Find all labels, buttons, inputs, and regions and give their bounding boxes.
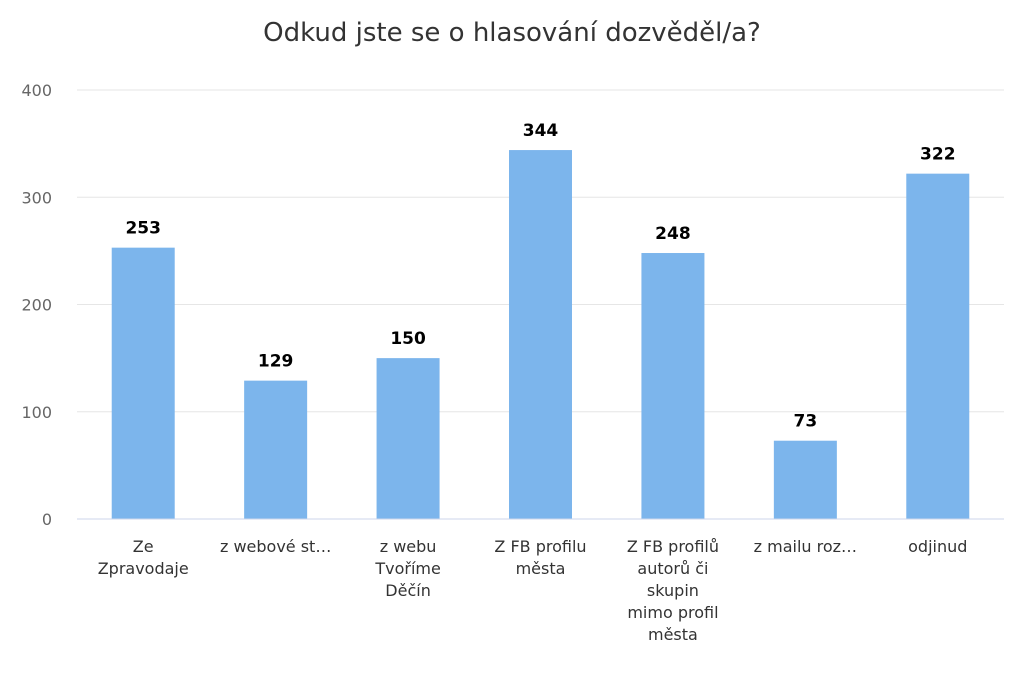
x-axis-ticks: Ze Zpravodaje z webové st… z webu Tvoříme Děč…	[98, 537, 968, 644]
bar[interactable]	[509, 150, 572, 519]
x-tick-label: Ze Zpravodaje	[98, 537, 189, 578]
data-labels: 253 129 150 344 248 73 322	[125, 121, 955, 432]
y-tick-label: 400	[21, 81, 52, 100]
x-tick-label-line: města	[516, 559, 566, 578]
x-tick-label: z webové st…	[220, 537, 331, 556]
x-tick-label-line: Z FB profilu	[494, 537, 586, 556]
x-tick-label: z webu Tvoříme Děčín	[374, 537, 440, 600]
x-tick-label: odjinud	[908, 537, 967, 556]
data-label: 344	[523, 121, 559, 141]
data-label: 150	[390, 329, 426, 349]
x-tick-label-line: Tvoříme	[374, 559, 440, 578]
x-tick-label: Z FB profilů autorů či skupin mimo profil mě…	[627, 537, 719, 644]
x-tick-label-line: Z FB profilů	[627, 537, 719, 556]
x-tick-label-line: z webu	[380, 537, 437, 556]
y-tick-label: 300	[21, 188, 52, 207]
y-tick-label: 100	[21, 403, 52, 422]
bar[interactable]	[773, 440, 837, 519]
x-tick-label-line: Zpravodaje	[98, 559, 189, 578]
y-tick-label: 200	[21, 296, 52, 315]
x-tick-label: Z FB profilu města	[494, 537, 586, 578]
x-tick-label-line: z mailu roz…	[754, 537, 857, 556]
data-label: 73	[794, 412, 818, 432]
data-label: 322	[920, 145, 956, 165]
x-tick-label-line: z webové st…	[220, 537, 331, 556]
x-tick-label-line: odjinud	[908, 537, 967, 556]
bar[interactable]	[376, 358, 440, 519]
x-tick-label: z mailu roz…	[754, 537, 857, 556]
chart-title: Odkud jste se o hlasování dozvěděl/a?	[263, 18, 761, 48]
bars	[111, 150, 970, 519]
bar[interactable]	[244, 380, 308, 519]
x-tick-label-line: Děčín	[385, 581, 431, 600]
data-label: 253	[125, 219, 161, 239]
x-tick-label-line: autorů či	[637, 559, 708, 578]
bar[interactable]	[111, 247, 175, 519]
bar[interactable]	[641, 253, 705, 519]
data-label: 129	[258, 352, 294, 372]
x-tick-label-line: města	[648, 625, 698, 644]
x-tick-label-line: mimo profil	[627, 603, 718, 622]
y-tick-label: 0	[42, 510, 52, 529]
bar[interactable]	[906, 173, 970, 519]
data-label: 248	[655, 224, 691, 244]
y-axis-ticks: 0 100 200 300 400	[21, 81, 52, 529]
x-tick-label-line: Ze	[133, 537, 154, 556]
x-tick-label-line: skupin	[647, 581, 699, 600]
